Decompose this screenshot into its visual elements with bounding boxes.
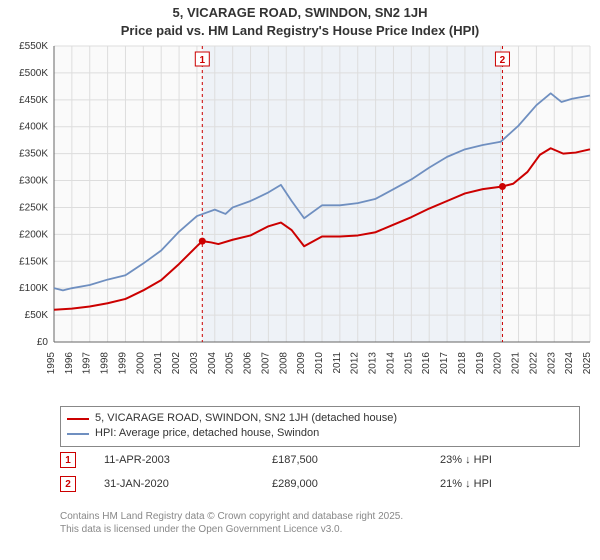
title-line-2: Price paid vs. HM Land Registry's House … [0, 22, 600, 40]
marker-badge-1: 1 [60, 452, 76, 468]
marker-delta-1: 23% ↓ HPI [440, 454, 580, 466]
svg-text:2008: 2008 [278, 352, 289, 375]
svg-text:2011: 2011 [332, 352, 343, 374]
marker-date-1: 11-APR-2003 [104, 454, 244, 466]
svg-text:£350K: £350K [19, 149, 48, 160]
svg-text:£550K: £550K [19, 41, 48, 52]
svg-text:£200K: £200K [19, 229, 48, 240]
svg-text:2005: 2005 [225, 352, 236, 375]
legend-label-hpi: HPI: Average price, detached house, Swin… [95, 426, 319, 441]
title-line-1: 5, VICARAGE ROAD, SWINDON, SN2 1JH [0, 4, 600, 22]
svg-text:2016: 2016 [421, 352, 432, 375]
svg-text:£150K: £150K [19, 256, 48, 267]
svg-text:2000: 2000 [135, 352, 146, 375]
svg-text:2025: 2025 [582, 352, 593, 375]
legend-box: 5, VICARAGE ROAD, SWINDON, SN2 1JH (deta… [60, 406, 580, 447]
svg-text:1999: 1999 [117, 352, 128, 375]
svg-text:2019: 2019 [475, 352, 486, 375]
legend-item-price-paid: 5, VICARAGE ROAD, SWINDON, SN2 1JH (deta… [67, 411, 573, 426]
svg-text:1997: 1997 [82, 352, 93, 375]
marker-table: 1 11-APR-2003 £187,500 23% ↓ HPI 2 31-JA… [60, 448, 580, 496]
svg-text:2004: 2004 [207, 352, 218, 375]
svg-text:2002: 2002 [171, 352, 182, 375]
svg-text:2003: 2003 [189, 352, 200, 375]
marker-row-1: 1 11-APR-2003 £187,500 23% ↓ HPI [60, 448, 580, 472]
svg-text:£400K: £400K [19, 122, 48, 133]
svg-text:2023: 2023 [546, 352, 557, 375]
chart-title-block: 5, VICARAGE ROAD, SWINDON, SN2 1JH Price… [0, 0, 600, 39]
svg-text:£500K: £500K [19, 68, 48, 79]
attribution-block: Contains HM Land Registry data © Crown c… [60, 510, 580, 536]
marker-date-2: 31-JAN-2020 [104, 478, 244, 490]
svg-text:£50K: £50K [25, 310, 49, 321]
marker-price-1: £187,500 [272, 454, 412, 466]
svg-text:2014: 2014 [385, 352, 396, 375]
svg-text:2024: 2024 [564, 352, 575, 375]
svg-text:2020: 2020 [493, 352, 504, 375]
attribution-line-2: This data is licensed under the Open Gov… [60, 523, 580, 536]
svg-text:2010: 2010 [314, 352, 325, 375]
legend-label-price-paid: 5, VICARAGE ROAD, SWINDON, SN2 1JH (deta… [95, 411, 397, 426]
svg-text:2007: 2007 [260, 352, 271, 375]
svg-text:£250K: £250K [19, 202, 48, 213]
marker-delta-2: 21% ↓ HPI [440, 478, 580, 490]
marker-badge-2: 2 [60, 476, 76, 492]
svg-text:2009: 2009 [296, 352, 307, 375]
svg-text:1995: 1995 [46, 352, 57, 375]
svg-text:2001: 2001 [153, 352, 164, 375]
svg-text:2022: 2022 [528, 352, 539, 375]
svg-text:1998: 1998 [100, 352, 111, 375]
svg-text:2015: 2015 [403, 352, 414, 375]
chart-container: £0 £50K £100K £150K £200K £250K £300K £350K £400… [0, 40, 600, 400]
legend-swatch-hpi [67, 433, 89, 435]
legend-swatch-price-paid [67, 418, 89, 420]
svg-text:2018: 2018 [457, 352, 468, 375]
svg-text:2013: 2013 [368, 352, 379, 375]
svg-text:2: 2 [500, 55, 506, 66]
svg-text:£450K: £450K [19, 95, 48, 106]
legend-item-hpi: HPI: Average price, detached house, Swin… [67, 426, 573, 441]
price-chart-svg: £0 £50K £100K £150K £200K £250K £300K £350K £400… [0, 40, 600, 400]
svg-text:£0: £0 [37, 337, 49, 348]
svg-text:1: 1 [200, 55, 206, 66]
marker-row-2: 2 31-JAN-2020 £289,000 21% ↓ HPI [60, 472, 580, 496]
svg-text:2006: 2006 [243, 352, 254, 375]
svg-text:2021: 2021 [511, 352, 522, 375]
svg-text:2017: 2017 [439, 352, 450, 375]
svg-text:2012: 2012 [350, 352, 361, 375]
svg-text:£100K: £100K [19, 283, 48, 294]
marker-price-2: £289,000 [272, 478, 412, 490]
svg-text:1996: 1996 [64, 352, 75, 375]
svg-text:£300K: £300K [19, 176, 48, 187]
attribution-line-1: Contains HM Land Registry data © Crown c… [60, 510, 580, 523]
